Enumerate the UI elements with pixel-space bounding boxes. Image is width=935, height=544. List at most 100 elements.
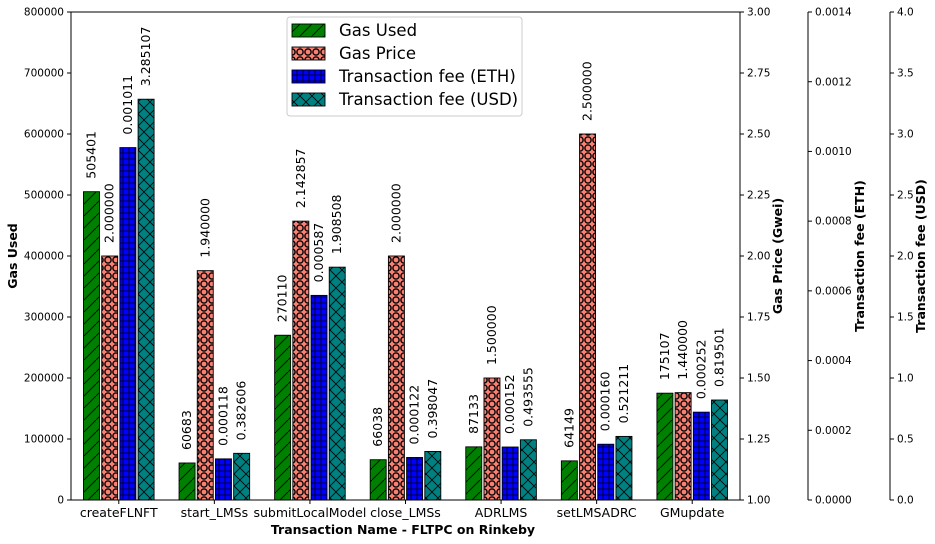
x-tick-label-createflnft: createFLNFT — [80, 505, 158, 520]
gas-price-tick-label: 1.75 — [747, 312, 770, 324]
data-label-gas-used-createflnft: 505401 — [83, 131, 98, 179]
data-labels-layer: 505401 60683 270110 66038 87133 64149 175107 2.… — [83, 27, 726, 450]
data-label-transaction-fee-usd-start-lmss: 0.382606 — [234, 381, 249, 441]
x-tick-label-start-lmss: start_LMSs — [181, 505, 249, 520]
x-axis-title: Transaction Name - FLTPC on Rinkeby — [271, 522, 535, 537]
data-label-transaction-fee-eth-createflnft: 0.001011 — [120, 75, 135, 135]
bar-gas-price-start-lmss-hatch — [196, 270, 214, 501]
legend-box — [286, 16, 523, 117]
x-tick-label-setlmsadrc: setLMSADRC — [557, 505, 637, 520]
fee-usd-tick-label: 1.0 — [897, 373, 914, 385]
bar-transaction-fee-usd-adrlms-hatch — [519, 439, 537, 501]
x-tick-label-gmupdate: GMupdate — [660, 505, 725, 520]
bar-transaction-fee-usd-gmupdate-hatch — [711, 399, 728, 501]
bar-gas-used-setlmsadrc-hatch — [560, 460, 578, 501]
fee-usd-tick-label: 4.0 — [897, 7, 914, 19]
gas-price-tick-label: 1.50 — [747, 373, 770, 385]
legend-label-gas-used: Gas Used — [339, 21, 417, 40]
bar-gas-used-adrlms-hatch — [465, 446, 483, 501]
gas-used-tick-label: 800000 — [24, 7, 64, 19]
gas-used-tick-label: 500000 — [24, 190, 64, 202]
fee-usd-tick-label: 1.5 — [897, 312, 914, 324]
gas-used-tick-label: 700000 — [24, 68, 64, 80]
fee-eth-tick-label: 0.0002 — [815, 425, 852, 437]
fee-eth-tick-label: 0.0010 — [815, 146, 852, 158]
fee-eth-tick-label: 0.0008 — [815, 216, 852, 228]
fee-usd-tick-label: 2.0 — [897, 251, 914, 263]
data-label-transaction-fee-usd-createflnft: 3.285107 — [138, 27, 153, 87]
bar-gas-price-gmupdate-hatch — [674, 392, 692, 501]
x-tick-label-close-lmss: close_LMSs — [370, 505, 441, 520]
bar-gas-used-close-lmss-hatch — [369, 459, 387, 501]
fee-usd-tick-label: 3.5 — [897, 68, 914, 80]
gas-used-tick-label: 300000 — [24, 312, 64, 324]
data-label-transaction-fee-usd-close-lmss: 0.398047 — [425, 379, 440, 439]
data-label-transaction-fee-eth-setlmsadrc: 0.000160 — [598, 372, 613, 432]
legend-swatch-hatch-gas-price — [291, 46, 326, 61]
fee-usd-axis-title: Transaction fee (USD) — [913, 179, 928, 333]
gas-price-axis-title: Gas Price (Gwei) — [770, 198, 785, 314]
bar-transaction-fee-eth-close-lmss-hatch — [406, 457, 424, 501]
legend-swatch-hatch-transaction-fee-eth — [291, 69, 326, 84]
fee-eth-tick-label: 0.0014 — [815, 7, 852, 19]
legend: Gas Used Gas Price Transaction fee (ETH) Tr… — [286, 16, 523, 117]
data-label-transaction-fee-eth-start-lmss: 0.000118 — [215, 386, 230, 446]
bar-gas-used-start-lmss-hatch — [178, 462, 196, 501]
data-label-gas-used-gmupdate: 175107 — [657, 332, 672, 380]
bar-gas-price-close-lmss-hatch — [387, 255, 405, 501]
fee-eth-tick-label: 0.0006 — [815, 285, 852, 297]
data-label-gas-price-start-lmss: 1.940000 — [197, 198, 212, 258]
data-label-gas-price-gmupdate: 1.440000 — [675, 320, 690, 380]
data-label-gas-used-close-lmss: 66038 — [370, 407, 385, 447]
fee-usd-tick-label: 3.0 — [897, 129, 914, 141]
data-label-gas-used-submitlocalmodel: 270110 — [275, 274, 290, 322]
data-label-transaction-fee-usd-setlmsadrc: 0.521211 — [616, 364, 631, 424]
x-tick-label-adrlms: ADRLMS — [475, 505, 528, 520]
data-label-gas-price-submitlocalmodel: 2.142857 — [293, 148, 308, 208]
legend-swatch-hatch-transaction-fee-usd — [291, 92, 326, 107]
bar-gas-used-createflnft-hatch — [83, 191, 100, 501]
fee-eth-tick-label: 0.0000 — [815, 495, 852, 507]
bar-gas-used-gmupdate-hatch — [656, 392, 674, 501]
data-label-gas-used-adrlms: 87133 — [466, 394, 481, 434]
bar-transaction-fee-usd-close-lmss-hatch — [424, 450, 442, 501]
bar-transaction-fee-eth-createflnft-hatch — [119, 147, 137, 501]
data-label-gas-price-setlmsadrc: 2.500000 — [580, 61, 595, 121]
gas-price-tick-label: 2.00 — [747, 251, 770, 263]
data-label-gas-price-createflnft: 2.000000 — [102, 183, 117, 243]
gas-price-tick-label: 3.00 — [747, 7, 770, 19]
bar-transaction-fee-usd-start-lmss-hatch — [233, 452, 251, 501]
bar-gas-price-adrlms-hatch — [483, 377, 501, 501]
gas-price-tick-label: 1.00 — [747, 495, 770, 507]
gas-price-tick-label: 2.75 — [747, 68, 770, 80]
fee-eth-tick-label: 0.0004 — [815, 355, 852, 367]
bars-layer — [83, 98, 728, 501]
data-label-gas-price-close-lmss: 2.000000 — [388, 183, 403, 243]
data-label-gas-used-start-lmss: 60683 — [179, 410, 194, 450]
data-label-transaction-fee-usd-submitlocalmodel: 1.908508 — [329, 194, 344, 254]
bar-transaction-fee-usd-setlmsadrc-hatch — [615, 435, 633, 501]
bar-gas-price-createflnft-hatch — [101, 255, 119, 501]
bar-gas-price-submitlocalmodel-hatch — [292, 220, 310, 501]
data-label-gas-price-adrlms: 1.500000 — [484, 305, 499, 365]
gas-used-axis-title: Gas Used — [5, 223, 20, 289]
data-label-transaction-fee-eth-submitlocalmodel: 0.000587 — [311, 223, 326, 283]
bar-transaction-fee-eth-submitlocalmodel-hatch — [310, 294, 328, 501]
gas-used-tick-label: 400000 — [24, 251, 64, 263]
data-label-transaction-fee-eth-close-lmss: 0.000122 — [407, 385, 422, 445]
x-tick-label-submitlocalmodel: submitLocalModel — [253, 505, 366, 520]
bar-transaction-fee-usd-submitlocalmodel-hatch — [328, 266, 346, 501]
category-labels-layer: createFLNFT start_LMSs submitLocalModel clo… — [80, 505, 725, 520]
data-label-transaction-fee-usd-gmupdate: 0.819501 — [712, 327, 727, 387]
bar-gas-price-setlmsadrc-hatch — [579, 133, 596, 501]
gas-used-tick-label: 0 — [57, 495, 64, 507]
data-label-transaction-fee-eth-gmupdate: 0.000252 — [693, 340, 708, 400]
legend-label-transaction-fee-eth: Transaction fee (ETH) — [338, 67, 516, 86]
data-label-gas-used-setlmsadrc: 64149 — [561, 408, 576, 448]
data-label-transaction-fee-eth-adrlms: 0.000152 — [502, 374, 517, 434]
fee-eth-axis-title: Transaction fee (ETH) — [852, 180, 867, 332]
fee-usd-tick-label: 2.5 — [897, 190, 914, 202]
gas-price-tick-label: 2.50 — [747, 129, 770, 141]
legend-swatch-hatch-gas-used — [291, 23, 326, 38]
